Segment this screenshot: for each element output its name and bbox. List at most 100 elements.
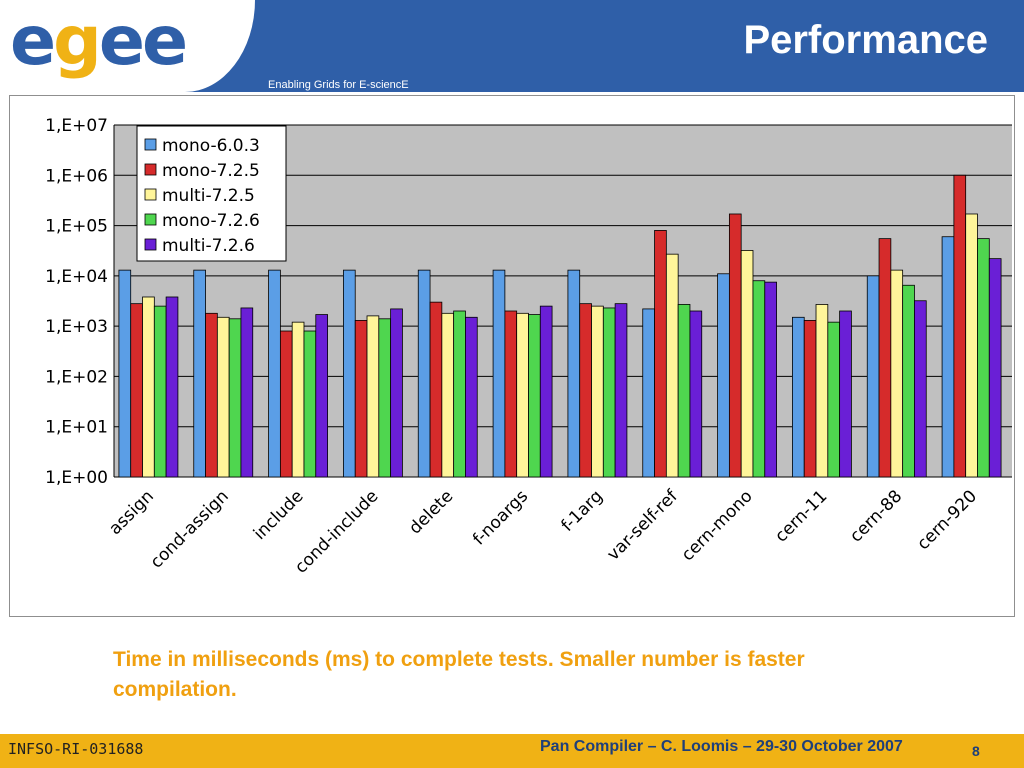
bar bbox=[941, 236, 955, 478]
y-tick-label: 1,E+05 bbox=[45, 217, 108, 237]
bar bbox=[429, 301, 443, 478]
bar bbox=[764, 281, 777, 478]
bar bbox=[803, 320, 817, 478]
bar bbox=[354, 320, 368, 478]
legend-label: mono-6.0.3 bbox=[162, 136, 260, 156]
legend-swatch bbox=[144, 213, 157, 226]
bar bbox=[914, 300, 927, 478]
bar bbox=[665, 253, 679, 478]
bar bbox=[465, 316, 478, 478]
legend-swatch bbox=[144, 238, 157, 251]
legend-swatch bbox=[144, 138, 157, 151]
y-tick-label: 1,E+00 bbox=[45, 468, 108, 488]
bar bbox=[153, 305, 167, 478]
bar bbox=[792, 316, 805, 478]
bar bbox=[591, 305, 604, 478]
bar bbox=[268, 269, 281, 478]
x-tick-label: assign bbox=[105, 486, 158, 539]
bar bbox=[193, 269, 206, 478]
bar bbox=[279, 330, 293, 478]
slide-header: egee Enabling Grids for E-sciencE Perfor… bbox=[0, 0, 1024, 92]
y-tick-label: 1,E+07 bbox=[45, 116, 108, 136]
bar bbox=[902, 284, 915, 478]
x-tick-label: delete bbox=[405, 486, 457, 538]
bar bbox=[390, 308, 403, 478]
bar bbox=[492, 269, 506, 478]
y-tick-label: 1,E+02 bbox=[45, 367, 108, 387]
y-tick-label: 1,E+04 bbox=[45, 267, 108, 287]
bar bbox=[453, 310, 466, 478]
bar bbox=[216, 316, 230, 478]
bar bbox=[839, 310, 852, 478]
bar bbox=[291, 321, 305, 478]
y-tick-label: 1,E+03 bbox=[45, 317, 108, 337]
bar bbox=[988, 258, 1002, 478]
x-tick-label: cond-assign bbox=[147, 486, 233, 572]
x-tick-label: var-self-ref bbox=[603, 486, 682, 565]
x-tick-label: cern-88 bbox=[846, 486, 906, 546]
legend-label: multi-7.2.6 bbox=[162, 236, 255, 256]
x-tick-label: cern-mono bbox=[678, 486, 757, 565]
page-title: Performance bbox=[743, 18, 988, 62]
bar bbox=[118, 269, 132, 478]
bar bbox=[890, 269, 904, 478]
legend-label: mono-7.2.5 bbox=[162, 161, 260, 181]
bar bbox=[417, 269, 431, 478]
project-id: INFSO-RI-031688 bbox=[8, 740, 144, 758]
legend-label: multi-7.2.5 bbox=[162, 186, 255, 206]
bar bbox=[165, 296, 179, 478]
bar bbox=[965, 213, 978, 478]
x-tick-label: f-1arg bbox=[558, 486, 607, 535]
legend-swatch bbox=[144, 163, 157, 176]
bar bbox=[366, 315, 380, 478]
bar bbox=[504, 310, 518, 478]
bar bbox=[752, 280, 766, 478]
tagline: Enabling Grids for E-sciencE bbox=[268, 79, 409, 91]
y-tick-label: 1,E+06 bbox=[45, 166, 108, 186]
legend-box bbox=[136, 125, 287, 262]
bar bbox=[142, 296, 155, 478]
bar bbox=[614, 303, 628, 478]
bar bbox=[567, 269, 581, 478]
bar bbox=[977, 238, 990, 478]
x-tick-label: cern-11 bbox=[771, 486, 831, 546]
bar bbox=[303, 330, 317, 478]
bar bbox=[228, 318, 242, 478]
bar bbox=[827, 321, 841, 478]
bar bbox=[689, 310, 703, 478]
slide-footer: INFSO-RI-031688 Pan Compiler – C. Loomis… bbox=[0, 734, 1024, 768]
presentation-info: Pan Compiler – C. Loomis – 29-30 October… bbox=[540, 738, 903, 755]
bar bbox=[878, 238, 892, 478]
chart-caption: Time in milliseconds (ms) to complete te… bbox=[113, 648, 805, 701]
bar bbox=[528, 314, 541, 478]
logo-wordmark: egee bbox=[10, 2, 188, 81]
y-tick-label: 1,E+01 bbox=[45, 418, 108, 438]
page-number: 8 bbox=[972, 743, 980, 759]
chart-frame: 1,E+00 1,E+01 1,E+02 1,E+03 1,E+04 1,E+05 1,E+… bbox=[9, 95, 1015, 617]
legend-label: mono-7.2.6 bbox=[162, 211, 260, 231]
bar bbox=[654, 230, 667, 478]
bar bbox=[579, 303, 592, 478]
bar bbox=[815, 304, 829, 478]
bar bbox=[642, 308, 655, 478]
bar bbox=[343, 269, 356, 478]
bar bbox=[205, 312, 218, 478]
bar bbox=[677, 304, 691, 478]
bar bbox=[516, 312, 529, 478]
bar bbox=[315, 314, 328, 478]
bar bbox=[378, 318, 392, 478]
bar-chart: 1,E+00 1,E+01 1,E+02 1,E+03 1,E+04 1,E+05 1,E+… bbox=[45, 116, 1012, 578]
bar bbox=[728, 213, 742, 478]
bar bbox=[740, 250, 754, 478]
bar bbox=[953, 174, 967, 478]
legend-swatch bbox=[144, 188, 157, 201]
x-tick-label: cern-920 bbox=[913, 486, 981, 554]
bar bbox=[539, 305, 553, 478]
x-tick-label: include bbox=[250, 486, 308, 544]
bar bbox=[130, 303, 143, 478]
bar bbox=[602, 307, 616, 478]
bar bbox=[240, 307, 254, 478]
egee-logo: egee bbox=[0, 0, 255, 92]
bar bbox=[717, 273, 730, 478]
bar bbox=[441, 312, 455, 478]
